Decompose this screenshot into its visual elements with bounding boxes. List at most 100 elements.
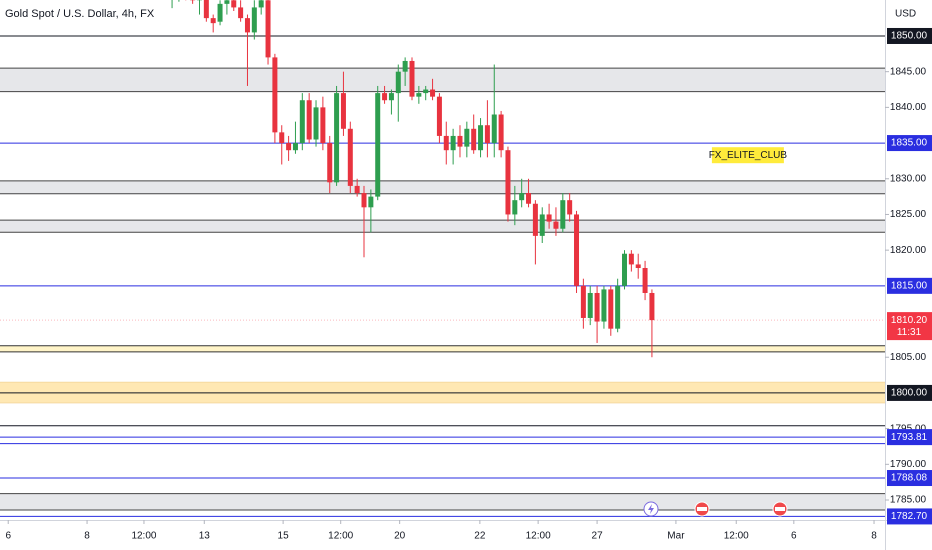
event-icon-glyph bbox=[697, 507, 707, 511]
countdown-label: 11:31 bbox=[897, 327, 922, 338]
y-tick-label: 1825.00 bbox=[890, 209, 927, 220]
candle-body bbox=[306, 100, 312, 140]
candle-body bbox=[203, 0, 209, 19]
candle-body bbox=[539, 214, 545, 236]
candle-body bbox=[388, 93, 394, 101]
annotation-text: FX_ELITE_CLUB bbox=[709, 150, 788, 161]
candle-body bbox=[286, 143, 292, 151]
candle-body bbox=[628, 253, 634, 265]
candle-body bbox=[450, 135, 456, 151]
level-label: 1782.70 bbox=[891, 511, 928, 522]
candle-body bbox=[409, 60, 415, 97]
current-price-box bbox=[887, 312, 932, 341]
level-label-box bbox=[887, 277, 932, 294]
event-icon-glyph bbox=[648, 504, 654, 514]
candle-body bbox=[340, 93, 346, 129]
y-tick-label: 1790.00 bbox=[890, 459, 927, 470]
zone bbox=[0, 180, 885, 194]
candle-body bbox=[292, 143, 298, 151]
level-label-box bbox=[887, 384, 932, 401]
level-label-box bbox=[887, 470, 932, 487]
candle-body bbox=[395, 71, 401, 94]
candle-body bbox=[272, 57, 278, 133]
x-tick-label: 22 bbox=[474, 531, 486, 542]
candle-body bbox=[217, 3, 223, 22]
candle-body bbox=[436, 96, 442, 136]
y-tick-label: 1820.00 bbox=[890, 245, 927, 256]
candle-body bbox=[560, 200, 566, 229]
candle-body bbox=[526, 193, 532, 204]
candle-body bbox=[258, 0, 264, 8]
plot-area bbox=[0, 0, 885, 517]
candle-body bbox=[464, 128, 470, 147]
x-tick-label: 27 bbox=[592, 531, 604, 542]
y-tick-label: 1785.00 bbox=[890, 495, 927, 506]
y-tick-label: 1845.00 bbox=[890, 66, 927, 77]
candle-body bbox=[635, 264, 641, 268]
level-label-box bbox=[887, 135, 932, 152]
level-label: 1850.00 bbox=[891, 31, 928, 42]
x-tick-label: 15 bbox=[278, 531, 290, 542]
candle-body bbox=[279, 132, 285, 144]
candle-body bbox=[251, 7, 257, 33]
candle-body bbox=[313, 107, 319, 140]
candle-body bbox=[608, 289, 614, 329]
x-tick-label: 12:00 bbox=[328, 531, 353, 542]
currency-label: USD bbox=[895, 9, 916, 20]
candle-body bbox=[231, 0, 237, 8]
candle-body bbox=[244, 18, 250, 33]
level-label: 1835.00 bbox=[891, 138, 928, 149]
candle-body bbox=[567, 200, 573, 215]
candle-body bbox=[505, 150, 511, 215]
zone bbox=[0, 68, 885, 92]
x-tick-label: 20 bbox=[394, 531, 406, 542]
y-tick-label: 1830.00 bbox=[890, 173, 927, 184]
candle-body bbox=[334, 93, 340, 183]
candle-body bbox=[354, 185, 360, 194]
level-label: 1815.00 bbox=[891, 280, 928, 291]
level-label-box bbox=[887, 429, 932, 446]
zone bbox=[0, 345, 885, 352]
candle-body bbox=[615, 285, 621, 329]
candle-body bbox=[580, 285, 586, 318]
candle-body bbox=[327, 143, 333, 183]
event-icon-glyph bbox=[775, 507, 785, 511]
candle-body bbox=[512, 200, 518, 215]
x-tick-label: 8 bbox=[871, 531, 877, 542]
candle-body bbox=[622, 253, 628, 286]
candle-body bbox=[416, 93, 422, 97]
candle-body bbox=[587, 292, 593, 318]
candle-body bbox=[430, 89, 436, 97]
zone bbox=[0, 493, 885, 511]
x-tick-label: 12:00 bbox=[131, 531, 156, 542]
event-icons[interactable] bbox=[643, 501, 788, 517]
level-label-box bbox=[887, 508, 932, 525]
candle-body bbox=[601, 289, 607, 322]
candle-body bbox=[484, 125, 490, 144]
level-label: 1793.81 bbox=[891, 432, 928, 443]
level-label: 1788.08 bbox=[891, 473, 928, 484]
chart-title: Gold Spot / U.S. Dollar, 4h, FX bbox=[5, 8, 155, 20]
candle-body bbox=[478, 125, 484, 151]
x-tick-label: 13 bbox=[199, 531, 211, 542]
candle-body bbox=[265, 0, 271, 58]
candle-body bbox=[519, 193, 525, 201]
candle-body bbox=[320, 107, 326, 144]
x-tick-label: Mar bbox=[667, 531, 685, 542]
candle-body bbox=[375, 93, 381, 197]
candle-body bbox=[498, 114, 504, 151]
x-tick-label: 12:00 bbox=[526, 531, 551, 542]
candle-body bbox=[457, 135, 463, 147]
level-label-box bbox=[887, 27, 932, 44]
y-tick-label: 1840.00 bbox=[890, 102, 927, 113]
candle-body bbox=[299, 100, 305, 144]
candle-body bbox=[642, 267, 648, 293]
candle-body bbox=[361, 193, 367, 208]
x-tick-label: 8 bbox=[84, 531, 90, 542]
x-tick-label: 12:00 bbox=[724, 531, 749, 542]
y-tick-label: 1795.00 bbox=[890, 423, 927, 434]
candle-body bbox=[210, 18, 216, 24]
candle-body bbox=[347, 128, 353, 186]
x-tick-label: 6 bbox=[791, 531, 797, 542]
